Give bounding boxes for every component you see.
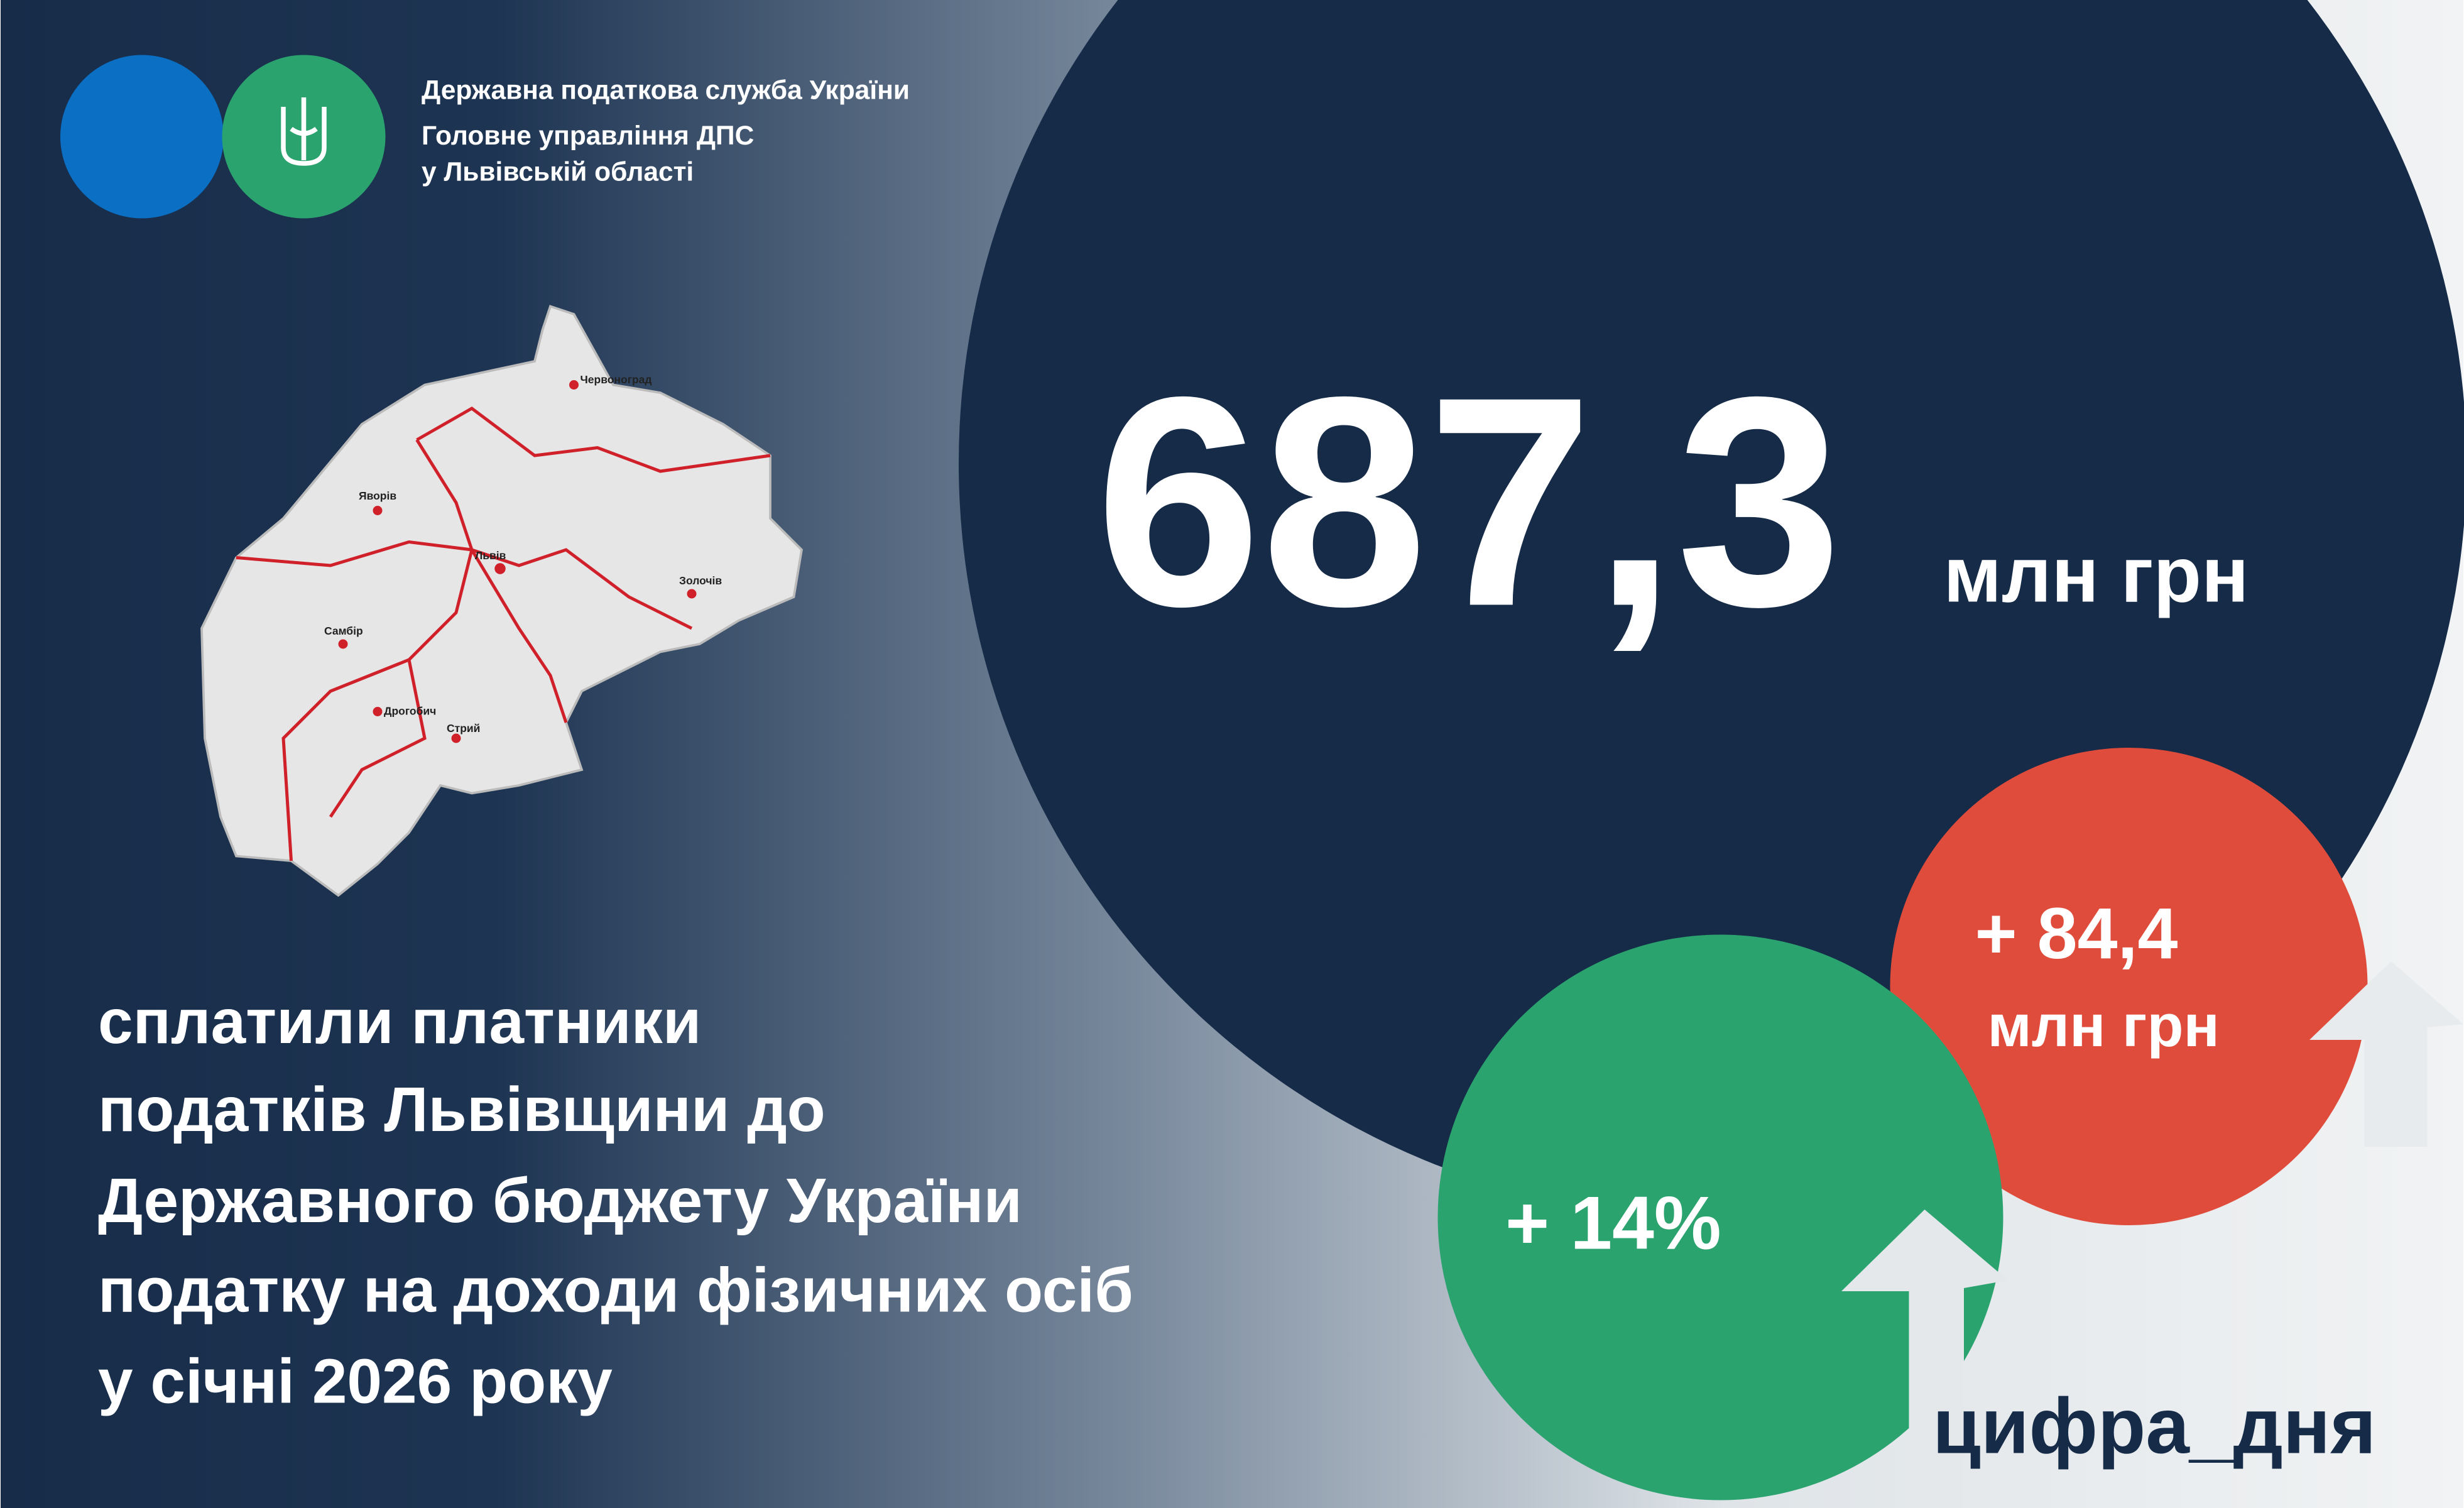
city-label: Самбір <box>324 625 363 637</box>
arrow <box>1841 1210 2008 1508</box>
map-borders <box>236 407 771 861</box>
description-line: сплатили платники <box>98 986 701 1057</box>
map-border <box>470 549 568 723</box>
region-map: Червоноград Яворів Львів Золочів Самбір … <box>200 305 804 897</box>
headline-unit: млн грн <box>1944 532 2249 619</box>
city-label: Львів <box>475 549 506 562</box>
city-label: Дрогобич <box>384 705 436 718</box>
city-label: Золочів <box>679 574 722 587</box>
city-dot <box>373 707 383 716</box>
growth-percent-circle <box>1437 934 2003 1500</box>
growth-absolute-value: + 84,4 <box>1975 893 2178 974</box>
department-line: Головне управління ДПС <box>422 121 754 151</box>
city-dot <box>494 563 506 574</box>
map-border <box>416 407 771 473</box>
city-dot <box>373 506 383 515</box>
city-label: Яворів <box>359 489 396 502</box>
headline-value: 687,3 <box>1096 335 1843 669</box>
city-label: Стрий <box>447 722 480 735</box>
map-border <box>236 540 472 567</box>
description-line: Державного бюджету України <box>98 1166 1022 1236</box>
map-border <box>329 659 427 818</box>
organization: Державна податкова служба України <box>422 76 910 106</box>
hashtag: цифра_дня <box>1932 1383 2376 1470</box>
city-dot <box>451 733 461 743</box>
department-line: у Львівській області <box>422 158 694 187</box>
description-line: податків Львівщини до <box>98 1074 826 1145</box>
map-border <box>415 439 693 630</box>
description-line: податку на доходи фізичних осіб <box>98 1255 1133 1326</box>
city-label: Червоноград <box>581 373 652 386</box>
city-dot <box>569 380 579 390</box>
growth-absolute-unit: млн грн <box>1988 993 2220 1059</box>
growth-absolute-circle <box>1890 748 2368 1225</box>
description-line: у січні 2026 року <box>98 1347 613 1417</box>
map-border <box>281 549 474 861</box>
logo-trident <box>281 97 327 166</box>
growth-percent: + 14% <box>1505 1181 1721 1265</box>
city-dot <box>687 589 697 599</box>
city-dot <box>338 639 348 649</box>
arrow <box>2309 961 2463 1147</box>
logo-blue-circle <box>60 55 224 219</box>
